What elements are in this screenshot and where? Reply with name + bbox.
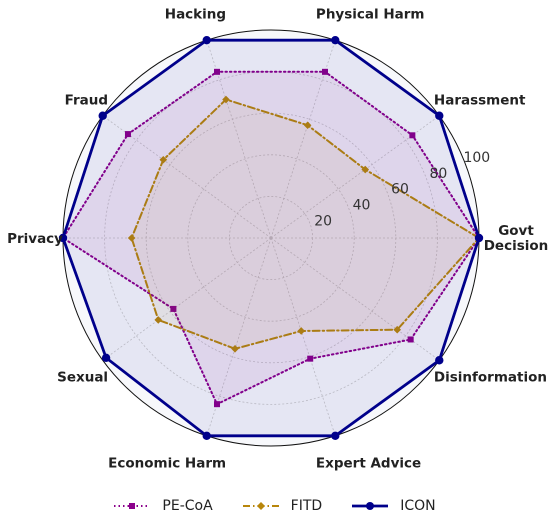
legend-item: FITD xyxy=(241,498,323,514)
data-point xyxy=(202,35,211,45)
legend-label: PE-CoA xyxy=(162,498,213,514)
category-label: Economic Harm xyxy=(108,455,226,471)
grid-spoke xyxy=(270,237,336,436)
category-label: Govt Decision xyxy=(484,223,548,254)
data-point xyxy=(214,68,221,75)
series-fill xyxy=(63,40,479,436)
data-point xyxy=(435,111,444,120)
category-label: Physical Harm xyxy=(316,7,425,23)
series-line xyxy=(130,98,480,350)
data-point xyxy=(297,327,306,335)
data-point xyxy=(331,431,340,441)
data-point xyxy=(98,111,107,120)
category-label-line: Expert Advice xyxy=(316,455,421,471)
category-label-line: Economic Harm xyxy=(108,455,226,471)
category-label: Hacking xyxy=(165,7,226,23)
data-point xyxy=(124,131,131,138)
grid-circle xyxy=(104,71,438,405)
data-point xyxy=(101,353,111,363)
data-point xyxy=(407,336,414,343)
radial-tick-label: 40 xyxy=(353,198,371,214)
radial-tick-label: 80 xyxy=(430,166,448,182)
legend: PE-CoA FITD ICON xyxy=(0,498,548,514)
data-point xyxy=(231,344,239,353)
category-label-line: Govt xyxy=(498,223,534,239)
category-label: Sexual xyxy=(57,370,108,386)
category-label-line: Hacking xyxy=(165,7,226,23)
category-label-line: Fraud xyxy=(65,92,108,108)
legend-marker xyxy=(366,502,375,510)
data-point xyxy=(331,35,340,45)
data-point xyxy=(435,356,444,365)
data-point xyxy=(127,234,136,242)
grid-spoke xyxy=(102,237,272,361)
data-point xyxy=(361,165,370,174)
data-point xyxy=(58,233,68,243)
data-point xyxy=(202,431,211,441)
legend-swatch xyxy=(114,503,151,509)
data-point xyxy=(159,155,168,164)
data-point xyxy=(154,316,163,324)
data-point xyxy=(393,325,402,334)
legend-swatch xyxy=(242,502,279,510)
data-point xyxy=(474,233,484,243)
data-point xyxy=(214,401,221,408)
category-label: Fraud xyxy=(65,92,108,108)
radial-tick-label: 20 xyxy=(314,214,332,230)
category-label-line: Physical Harm xyxy=(316,7,425,23)
radial-tick-label: 60 xyxy=(391,182,409,198)
category-label: Privacy xyxy=(7,231,63,247)
legend-item: PE-CoA xyxy=(112,498,213,514)
radar-chart: 20 40 60 80 100 Govt Decision Harassment Physica… xyxy=(7,7,548,472)
category-label: Expert Advice xyxy=(316,455,421,471)
category-label: Disinformation xyxy=(434,370,547,386)
series-fill xyxy=(131,99,479,349)
data-point xyxy=(307,355,314,362)
data-point xyxy=(321,68,328,75)
label-layer: 20 40 60 80 100 Govt Decision Harassment Physica… xyxy=(7,7,548,472)
data-point xyxy=(409,132,416,139)
series-layer xyxy=(58,35,484,441)
category-label-line: Harassment xyxy=(434,92,526,108)
data-point xyxy=(303,121,312,130)
legend-marker xyxy=(256,502,265,510)
legend-swatch xyxy=(352,502,389,510)
category-label-line: Sexual xyxy=(57,370,108,386)
category-label-line: Privacy xyxy=(7,231,63,247)
category-label: Harassment xyxy=(434,92,526,108)
series-line xyxy=(62,70,480,406)
category-label-line: Disinformation xyxy=(434,370,547,386)
legend-label: FITD xyxy=(290,498,323,514)
data-point xyxy=(170,305,177,312)
data-point xyxy=(222,95,230,104)
legend-label: ICON xyxy=(400,498,436,514)
series-fill xyxy=(63,71,479,405)
category-label-line: Decision xyxy=(484,238,548,254)
radial-tick-label: 100 xyxy=(463,150,490,166)
legend-item: ICON xyxy=(350,498,436,514)
legend-marker xyxy=(129,503,136,509)
grid-circle xyxy=(187,154,355,322)
